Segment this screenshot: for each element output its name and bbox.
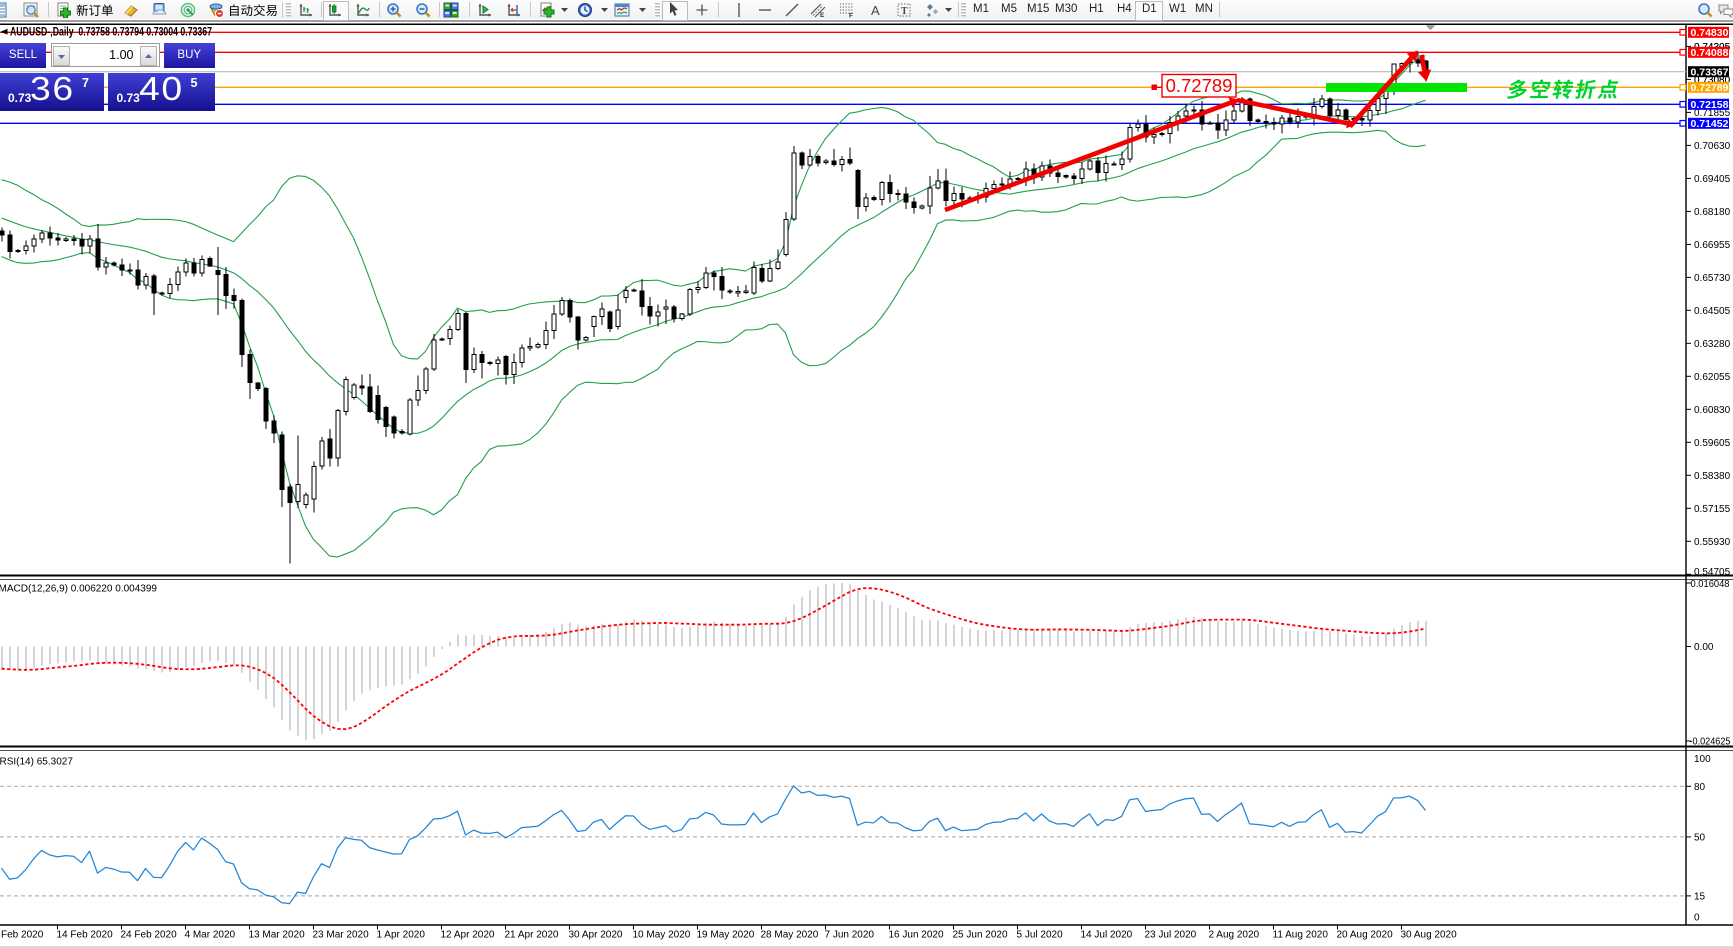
svg-text:28 May 2020: 28 May 2020 [761, 930, 819, 941]
svg-text:0.74088: 0.74088 [1691, 47, 1729, 59]
svg-text:4 Mar 2020: 4 Mar 2020 [185, 930, 236, 941]
svg-text:12 Apr 2020: 12 Apr 2020 [441, 930, 495, 941]
svg-text:1 Apr 2020: 1 Apr 2020 [377, 930, 426, 941]
svg-text:0.54705: 0.54705 [1694, 567, 1731, 578]
svg-text:13 Mar 2020: 13 Mar 2020 [249, 930, 306, 941]
svg-text:0.016048: 0.016048 [1691, 579, 1730, 590]
svg-text:0.73080: 0.73080 [1694, 75, 1731, 86]
svg-text:10 May 2020: 10 May 2020 [633, 930, 691, 941]
svg-text:24 Feb 2020: 24 Feb 2020 [121, 930, 178, 941]
svg-text:30 Apr 2020: 30 Apr 2020 [569, 930, 623, 941]
svg-text:0.73367: 0.73367 [1691, 67, 1729, 79]
svg-text:0.57155: 0.57155 [1694, 504, 1731, 515]
svg-text:21 Apr 2020: 21 Apr 2020 [505, 930, 559, 941]
svg-text:0.63280: 0.63280 [1694, 339, 1731, 350]
svg-text:23 Jul 2020: 23 Jul 2020 [1145, 930, 1197, 941]
svg-text:0.58380: 0.58380 [1694, 471, 1731, 482]
svg-text:0.73080: 0.73080 [1694, 75, 1731, 86]
svg-text:E: E [820, 12, 825, 18]
svg-text:0.59605: 0.59605 [1694, 438, 1731, 449]
svg-text:0.68180: 0.68180 [1694, 207, 1731, 218]
svg-text:0.65730: 0.65730 [1694, 273, 1731, 284]
svg-text:50: 50 [1694, 832, 1706, 843]
svg-text:0.55930: 0.55930 [1694, 537, 1731, 548]
svg-text:14 Jul 2020: 14 Jul 2020 [1081, 930, 1133, 941]
svg-text:0.74830: 0.74830 [1691, 27, 1729, 39]
svg-text:0.69405: 0.69405 [1694, 174, 1731, 185]
svg-text:0: 0 [1694, 913, 1700, 924]
svg-text:-0.024625: -0.024625 [1690, 737, 1731, 748]
svg-text:0.70630: 0.70630 [1694, 141, 1731, 152]
svg-text:Feb 2020: Feb 2020 [1, 930, 44, 941]
svg-text:RSI(14) 65.3027: RSI(14) 65.3027 [0, 757, 73, 768]
svg-text:14 Feb 2020: 14 Feb 2020 [57, 930, 114, 941]
svg-text:80: 80 [1694, 782, 1706, 793]
svg-text:0.72158: 0.72158 [1691, 99, 1729, 111]
svg-text:0.64505: 0.64505 [1694, 306, 1731, 317]
svg-text:AUDUSD-,Daily 0.73758 0.73794: AUDUSD-,Daily 0.73758 0.73794 0.73004 0.… [10, 27, 212, 39]
svg-text:0.71452: 0.71452 [1691, 118, 1729, 130]
svg-text:19 May 2020: 19 May 2020 [697, 930, 755, 941]
svg-text:100: 100 [1694, 754, 1711, 765]
svg-text:0.66955: 0.66955 [1694, 240, 1731, 251]
svg-text:30 Aug 2020: 30 Aug 2020 [1401, 930, 1458, 941]
svg-text:20 Aug 2020: 20 Aug 2020 [1337, 930, 1394, 941]
svg-text:0.62055: 0.62055 [1694, 372, 1731, 383]
svg-text:16 Jun 2020: 16 Jun 2020 [889, 930, 944, 941]
svg-text:23 Mar 2020: 23 Mar 2020 [313, 930, 370, 941]
svg-text:25 Jun 2020: 25 Jun 2020 [953, 930, 1008, 941]
svg-text:0.71855: 0.71855 [1694, 108, 1731, 119]
svg-text:11 Aug 2020: 11 Aug 2020 [1273, 930, 1329, 941]
svg-text:0.72789: 0.72789 [1166, 75, 1233, 96]
svg-text:0.00: 0.00 [1694, 642, 1714, 653]
svg-text:0.60830: 0.60830 [1694, 405, 1731, 416]
svg-text:5 Jul 2020: 5 Jul 2020 [1017, 930, 1064, 941]
svg-text:2 Aug 2020: 2 Aug 2020 [1209, 930, 1260, 941]
svg-text:F: F [849, 12, 853, 18]
svg-text:7 Jun 2020: 7 Jun 2020 [825, 930, 875, 941]
svg-text:T: T [901, 6, 908, 17]
svg-text:MACD(12,26,9) 0.006220 0.00439: MACD(12,26,9) 0.006220 0.004399 [0, 584, 157, 595]
svg-text:15: 15 [1694, 891, 1706, 902]
svg-text:0.72789: 0.72789 [1691, 82, 1729, 94]
